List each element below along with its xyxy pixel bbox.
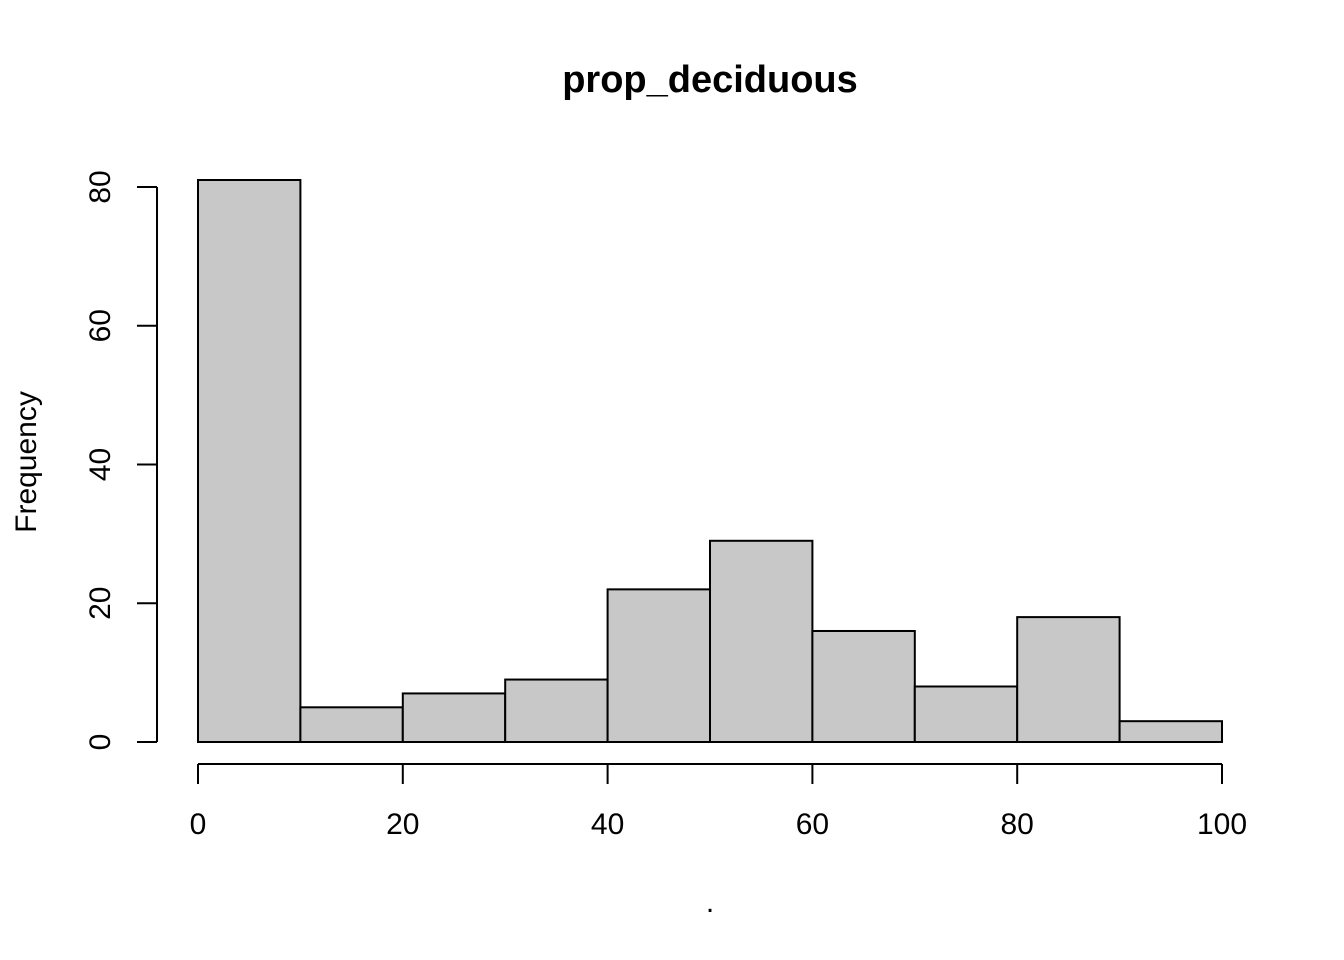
y-tick-label: 0 — [84, 734, 117, 751]
histogram-bar — [299, 706, 404, 744]
y-axis-label: Frequency — [10, 391, 43, 533]
y-axis: 0 20 40 60 80 — [84, 170, 158, 751]
histogram-bar — [811, 629, 916, 744]
histogram-bar — [197, 179, 302, 743]
x-tick-label: 40 — [591, 808, 624, 841]
histogram-bar — [1016, 616, 1121, 743]
histogram-bar — [913, 685, 1019, 744]
chart-title: prop_deciduous — [562, 59, 858, 101]
histogram-bar — [1118, 720, 1223, 743]
y-tick-label: 40 — [84, 448, 117, 481]
y-tick-label: 80 — [84, 170, 117, 203]
x-axis-label: . — [706, 886, 714, 919]
bars-group — [197, 179, 1223, 744]
histogram-bar — [504, 678, 609, 743]
x-tick-label: 100 — [1197, 808, 1247, 841]
x-tick-label: 20 — [386, 808, 419, 841]
y-tick-label: 20 — [84, 587, 117, 620]
histogram-bar — [709, 539, 814, 743]
y-tick-label: 60 — [84, 309, 117, 342]
histogram-bar — [606, 588, 711, 743]
x-tick-label: 0 — [190, 808, 207, 841]
x-tick-label: 60 — [796, 808, 829, 841]
histogram-bar — [401, 692, 507, 744]
x-axis: 0 20 40 60 80 100 — [190, 763, 1247, 841]
x-tick-label: 80 — [1001, 808, 1034, 841]
